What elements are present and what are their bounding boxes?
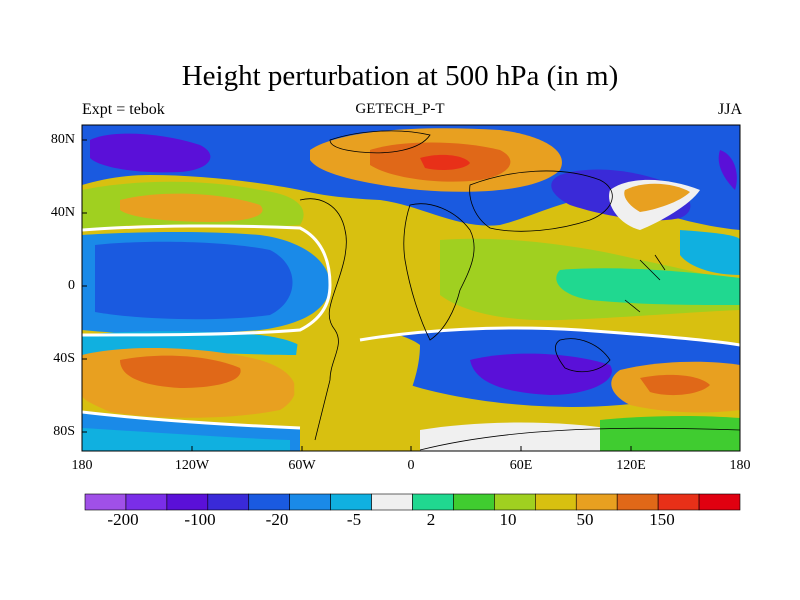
colorbar-swatch xyxy=(412,493,454,511)
colorbar-swatch xyxy=(494,493,536,511)
lat-label-40s: 40S xyxy=(53,351,75,366)
lat-label-0: 0 xyxy=(68,278,75,293)
colorbar-swatch xyxy=(698,493,741,511)
colorbar-swatch xyxy=(125,493,168,511)
dataset-label: GETECH_P-T xyxy=(355,101,445,117)
colorbar-label: -5 xyxy=(346,510,362,529)
colorbar-swatch xyxy=(371,493,413,511)
experiment-label: Expt = tebok xyxy=(82,101,165,118)
lat-label-80s: 80S xyxy=(53,424,75,439)
lat-label-80n: 80N xyxy=(50,132,75,147)
coastlines xyxy=(299,130,740,451)
colorbar-label: 50 xyxy=(576,510,594,529)
contour-pos-equatorial-cyan xyxy=(680,230,740,275)
contour-pos-south-atlantic xyxy=(294,325,420,451)
colorbar-label: -200 xyxy=(107,510,139,529)
colorbar-label: 2 xyxy=(426,510,436,529)
lon-label-180e: 180 xyxy=(729,458,751,473)
lon-label-0: 0 xyxy=(407,458,415,473)
lon-label-60e: 60E xyxy=(509,458,533,473)
contour-pos-ne-inner xyxy=(624,183,690,212)
colorbar-swatch xyxy=(248,493,290,511)
colorbar-swatch xyxy=(575,493,618,511)
contour-field xyxy=(82,125,740,451)
colorbar-swatch xyxy=(166,493,209,511)
contour-neg-ne-core xyxy=(718,150,737,190)
colorbar-label: 10 xyxy=(499,510,517,529)
colorbar-label: 150 xyxy=(649,510,675,529)
axis-ticks xyxy=(81,139,741,451)
contour-neg-south-core xyxy=(470,353,612,395)
contour-pos-south-pacific-core xyxy=(120,355,241,388)
lon-label-60w: 60W xyxy=(288,458,316,473)
map-title: Height perturbation at 500 hPa (in m) xyxy=(181,60,619,92)
contour-pos-north-core2 xyxy=(420,154,470,171)
colorbar-label: -100 xyxy=(184,510,216,529)
colorbar-swatch xyxy=(289,493,331,511)
contour-pos-pacific-north-orange xyxy=(120,193,263,222)
contour-pos-equatorial-teal xyxy=(556,268,740,305)
contour-neg-pacific-core xyxy=(95,241,293,320)
lon-label-120w: 120W xyxy=(174,458,210,473)
season-label: JJA xyxy=(717,101,742,118)
colorbar-swatch xyxy=(207,493,250,511)
colorbar-label: -20 xyxy=(265,510,289,529)
lat-label-40n: 40N xyxy=(50,205,75,220)
contour-pos-polar-green xyxy=(600,415,740,451)
colorbar-swatch xyxy=(453,493,495,511)
lon-label-180w: 180 xyxy=(71,458,93,473)
contour-pos-se-core xyxy=(640,374,710,396)
colorbar-swatch xyxy=(657,493,700,511)
colorbar-swatch xyxy=(330,493,372,511)
lon-label-120e: 120E xyxy=(616,458,646,473)
contour-neg-north-core xyxy=(90,133,211,173)
contour-neg-south xyxy=(82,331,304,360)
contour-neg-polar-south-2 xyxy=(82,428,290,451)
zero-contours xyxy=(82,224,740,430)
contour-polar-white xyxy=(420,422,620,451)
colorbar-swatch xyxy=(616,493,659,511)
colorbar-swatch xyxy=(84,493,127,511)
colorbar xyxy=(84,493,741,511)
colorbar-swatch xyxy=(535,493,577,511)
